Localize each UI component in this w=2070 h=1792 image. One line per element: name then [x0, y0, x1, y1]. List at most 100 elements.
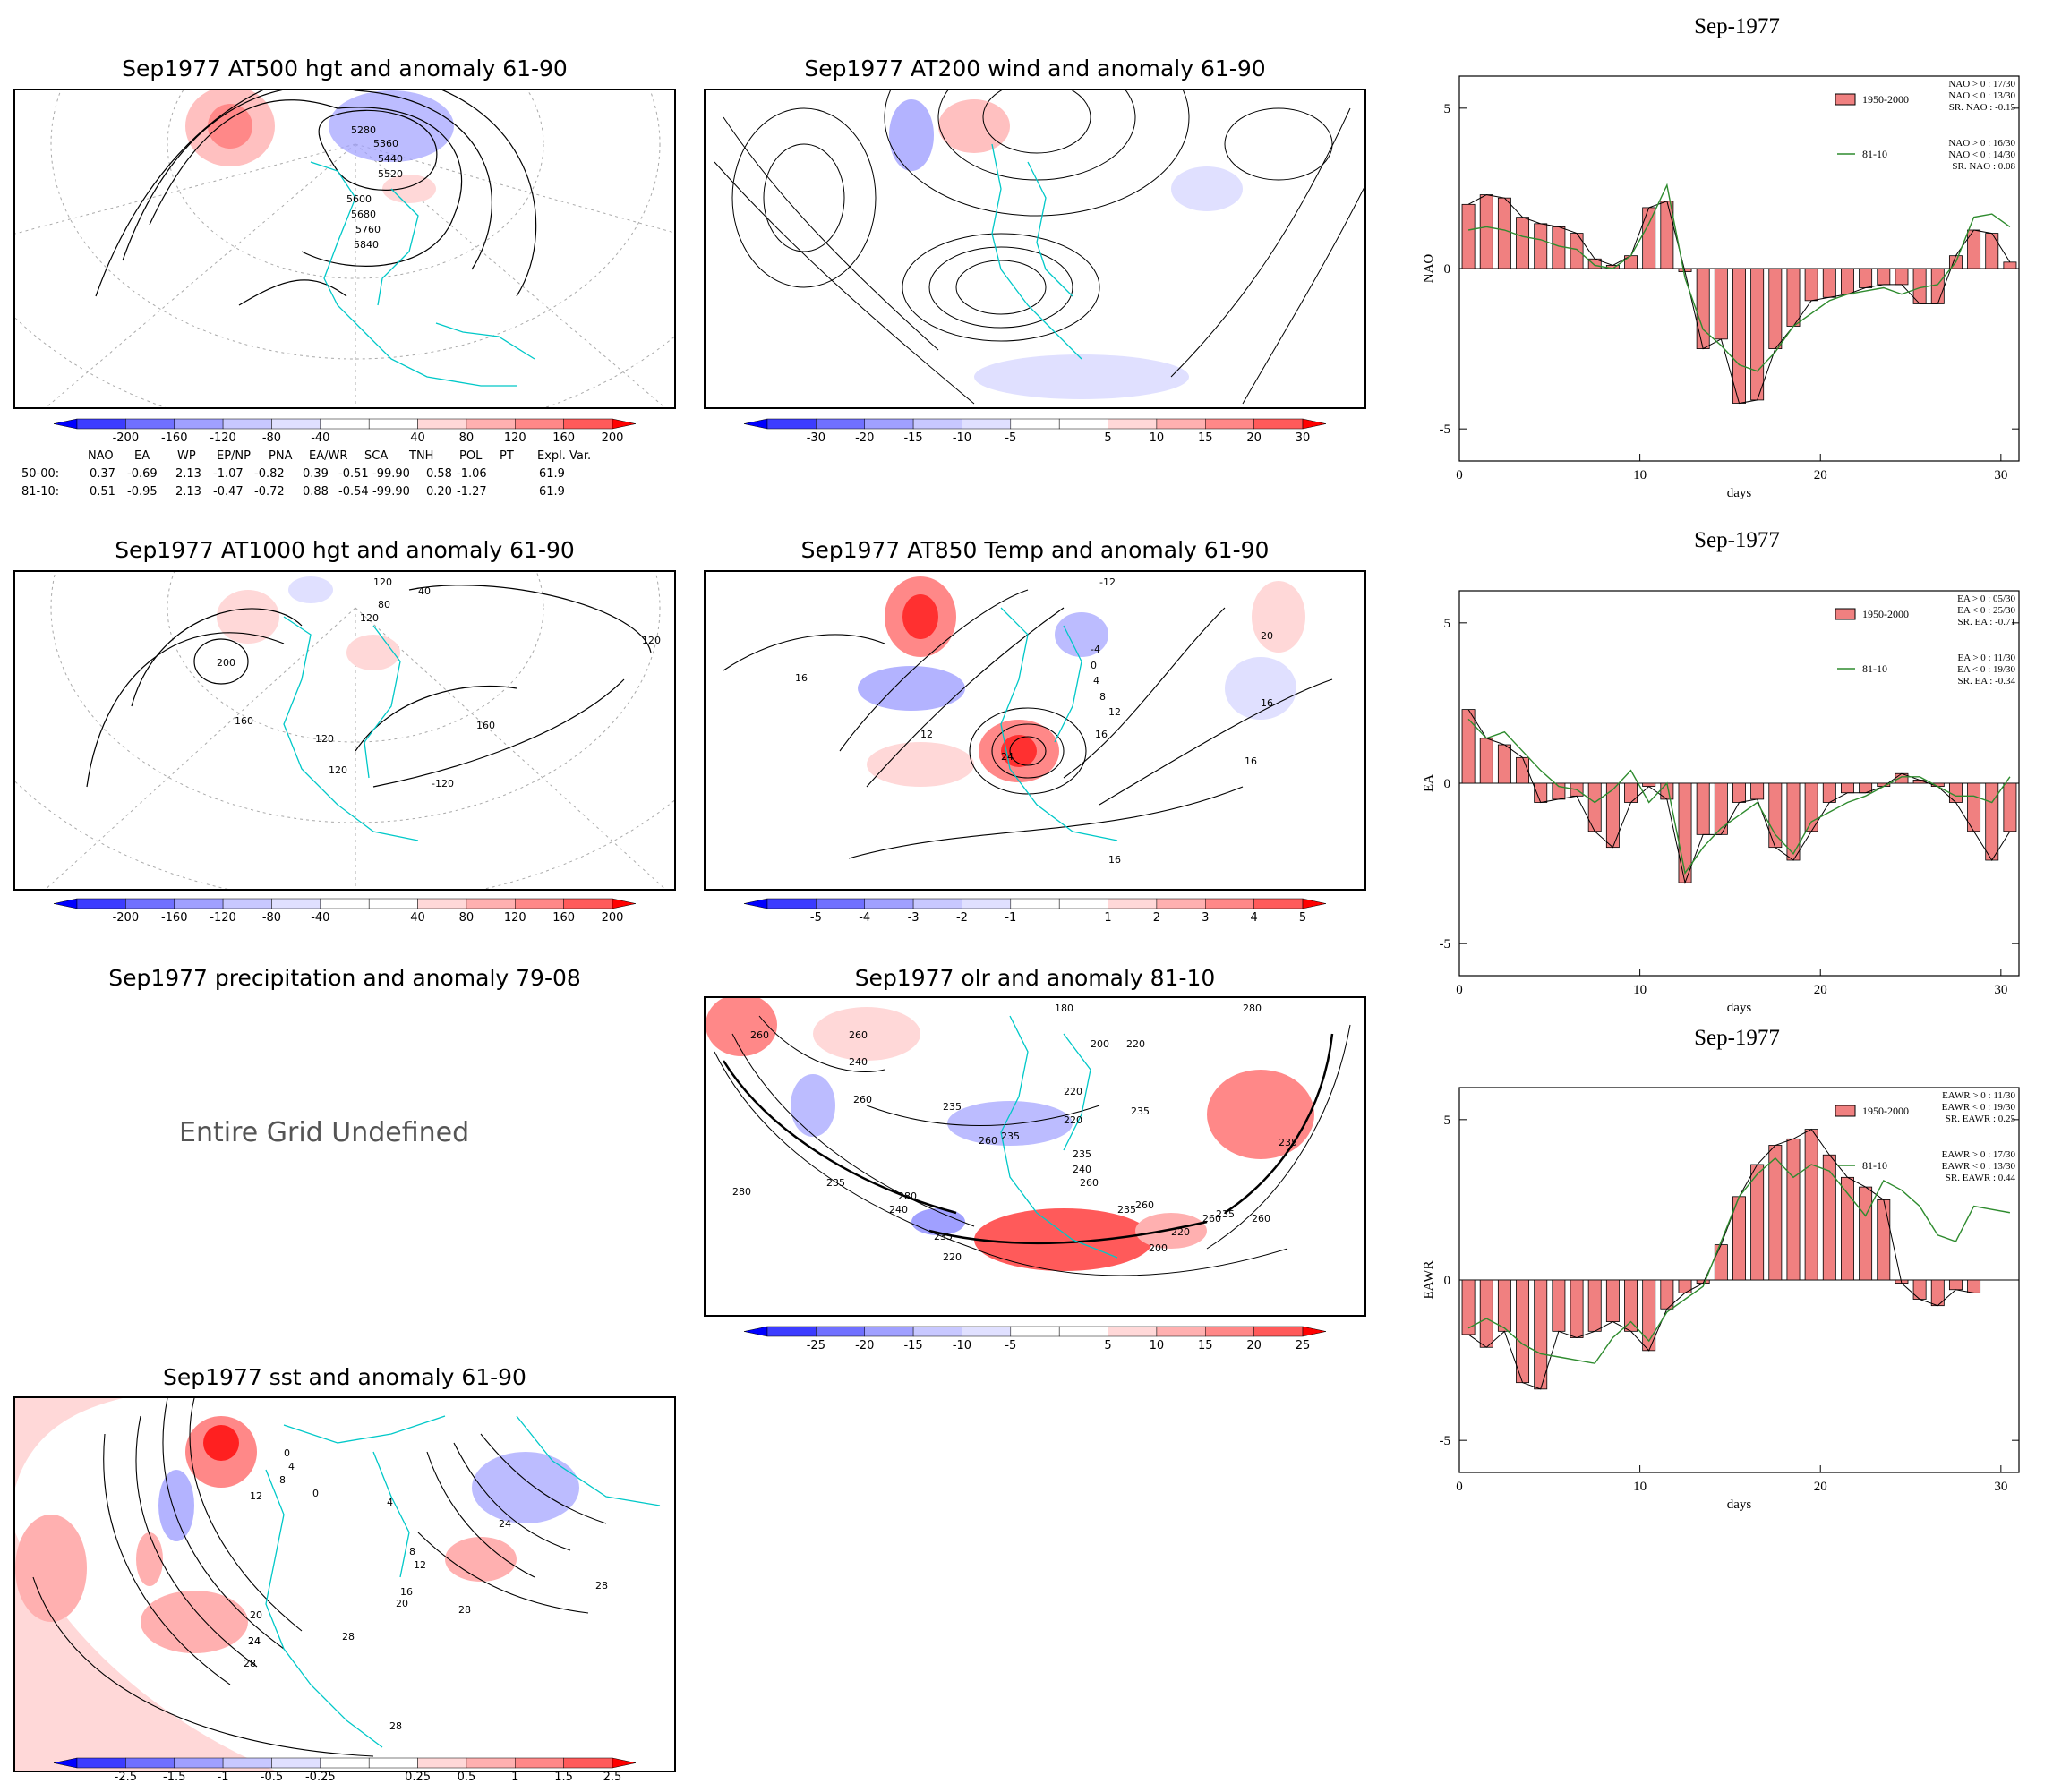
contour-label: 5360	[373, 138, 398, 149]
colorbar-tick-label: 200	[602, 911, 624, 925]
bar	[1768, 1145, 1783, 1281]
contour-label: 5280	[351, 124, 376, 136]
colorbar-tick-label: 25	[1296, 1339, 1311, 1353]
colorbar-segment	[816, 1326, 865, 1337]
bar	[1948, 782, 1963, 803]
colorbar-segment	[222, 1757, 272, 1769]
contour-label: 16	[1245, 755, 1257, 767]
colorbar-tick-label: -10	[953, 1339, 971, 1353]
idx-value: -0.82	[254, 467, 285, 481]
bar	[1534, 782, 1548, 803]
idx-header: EP/NP	[217, 449, 251, 463]
colorbar-z500: -200 -160 -120 -80 -40 40 80 120 160 200	[53, 417, 637, 451]
map-plot-z500: 5280 5360 5440 5520 5600 5680 5760 5840	[15, 90, 674, 407]
undefined-grid-message: Entire Grid Undefined	[179, 1117, 470, 1148]
contour-label: -120	[432, 778, 454, 789]
colorbar-tick-label: -20	[855, 431, 874, 445]
map-title-z500: Sep1977 AT500 hgt and anomaly 61-90	[122, 55, 568, 81]
colorbar-tick-label: -0.5	[261, 1771, 283, 1784]
colorbar-tick-label: 15	[1198, 1339, 1213, 1353]
colorbar-segment	[320, 1757, 370, 1769]
colorbar-tick-label: 80	[459, 911, 475, 925]
legend-stat: EAWR > 0 : 11/30	[1942, 1090, 2015, 1101]
colorbar-low-arrow	[743, 418, 768, 430]
colorbar-segment	[1010, 1326, 1060, 1337]
colorbar-segment	[174, 1757, 224, 1769]
idx-value: -0.69	[127, 467, 158, 481]
y-tick-label: -5	[1440, 1434, 1451, 1448]
colorbar-tick-label: -2.5	[115, 1771, 137, 1784]
contour-label: 235	[1216, 1208, 1235, 1220]
y-axis-label: NAO	[1422, 254, 1436, 284]
colorbar-segment	[271, 418, 321, 430]
ts-svg: 5 0 -5 0 10 20 30 days EA 1950-2000 81-10 EA > 0 : …	[1422, 590, 2020, 1015]
contour-label: 0	[312, 1488, 319, 1499]
colorbar-segment	[417, 418, 467, 430]
map-plot-t850: -12 -4 0 4 8 12 16 12 16 20 16 16 24 16	[723, 576, 1333, 866]
map-title-sst: Sep1977 sst and anomaly 61-90	[163, 1364, 526, 1390]
legend-stat: SR. EA : -0.71	[1958, 617, 2015, 627]
contour-label: 5440	[378, 153, 403, 165]
legend-bar-label: 1950-2000	[1862, 93, 1909, 106]
map-panel-z1000: 120 40 80 120 200 160 160 120 120 120 -1…	[13, 570, 676, 891]
contour-label: -12	[1099, 576, 1116, 588]
colorbar-segment	[912, 1326, 962, 1337]
contour-label: 8	[409, 1546, 415, 1557]
contour-label: 4	[387, 1497, 393, 1508]
idx-header: TNH	[409, 449, 434, 463]
colorbar-tick-label: -4	[859, 911, 870, 925]
contour-label: 16	[1261, 697, 1273, 709]
colorbar-segment	[1253, 898, 1304, 909]
colorbar-tick-label: -10	[953, 431, 971, 445]
x-tick-label: 20	[1814, 468, 1827, 482]
colorbar-tick-label: -120	[210, 911, 236, 925]
x-tick-label: 10	[1633, 1480, 1647, 1494]
colorbar-segment	[1010, 418, 1060, 430]
legend-bar-label: 1950-2000	[1862, 608, 1909, 620]
series-line-81-10	[1467, 183, 2011, 372]
colorbar-segment	[1058, 418, 1108, 430]
idx-header: NAO	[88, 449, 114, 463]
contour-label: 260	[979, 1135, 997, 1147]
colorbar-tick-label: -200	[113, 911, 140, 925]
contour-label: 120	[642, 635, 661, 646]
colorbar-tick-label: 40	[410, 911, 425, 925]
bar	[1985, 233, 1999, 269]
colorbar-segment	[962, 1326, 1012, 1337]
colorbar-tick-label: 20	[1246, 1339, 1262, 1353]
colorbar-high-arrow	[1302, 1326, 1327, 1337]
contour-label: 5680	[351, 209, 376, 220]
y-tick-label: -5	[1440, 937, 1451, 951]
contour-label: 20	[396, 1598, 408, 1609]
teleconnection-index-table: NAO EA WP EP/NP PNA EA/WR SCA TNH POL PT…	[18, 448, 671, 501]
bar	[1696, 782, 1710, 835]
y-tick-label: 0	[1444, 262, 1451, 277]
legend-stat: NAO > 0 : 16/30	[1948, 138, 2015, 149]
x-tick-label: 10	[1633, 468, 1647, 482]
colorbar-svg: -200 -160 -120 -80 -40 40 80 120 160 200	[53, 898, 637, 925]
bar	[1822, 782, 1836, 803]
colorbar-tick-label: 200	[602, 431, 624, 445]
y-tick-label: 5	[1444, 617, 1451, 631]
colorbar-svg: -2.5 -1.5 -1 -0.5 -0.25 0.25 0.5 1 1.5 2.5	[53, 1757, 637, 1784]
idx-value: 0.37	[90, 467, 115, 481]
colorbar-tick-label: 0.5	[458, 1771, 476, 1784]
contour-label: 28	[244, 1658, 256, 1669]
bar	[1516, 217, 1530, 269]
idx-value: 2.13	[175, 485, 201, 499]
colorbar-tick-label: 20	[1246, 431, 1262, 445]
colorbar-tick-label: -80	[262, 911, 281, 925]
y-axis-label: EAWR	[1422, 1261, 1436, 1300]
colorbar-segment	[1108, 1326, 1158, 1337]
colorbar-tick-label: -15	[903, 431, 922, 445]
bar	[1768, 268, 1783, 349]
bar	[1696, 268, 1710, 349]
bar	[1912, 1279, 1927, 1300]
idx-value: -99.90	[372, 485, 410, 499]
idx-header: SCA	[364, 449, 389, 463]
contour-label: 260	[1135, 1199, 1154, 1211]
bar	[1552, 1279, 1566, 1332]
idx-header: PNA	[269, 449, 293, 463]
bar	[1714, 268, 1728, 340]
bar	[1841, 782, 1854, 794]
